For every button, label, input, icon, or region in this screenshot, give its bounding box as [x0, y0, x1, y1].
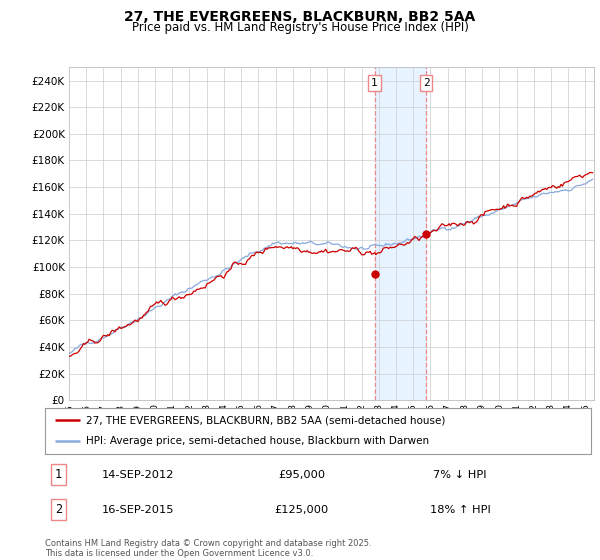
Text: 1: 1 — [55, 468, 62, 481]
Text: 14-SEP-2012: 14-SEP-2012 — [101, 470, 174, 479]
Text: 18% ↑ HPI: 18% ↑ HPI — [430, 505, 490, 515]
Bar — [374, 67, 426, 400]
Text: Contains HM Land Registry data © Crown copyright and database right 2025.
This d: Contains HM Land Registry data © Crown c… — [45, 539, 371, 558]
Text: 7% ↓ HPI: 7% ↓ HPI — [433, 470, 487, 479]
Text: HPI: Average price, semi-detached house, Blackburn with Darwen: HPI: Average price, semi-detached house,… — [86, 436, 429, 446]
Text: 27, THE EVERGREENS, BLACKBURN, BB2 5AA (semi-detached house): 27, THE EVERGREENS, BLACKBURN, BB2 5AA (… — [86, 415, 445, 425]
Text: 27, THE EVERGREENS, BLACKBURN, BB2 5AA: 27, THE EVERGREENS, BLACKBURN, BB2 5AA — [124, 10, 476, 24]
Text: £125,000: £125,000 — [274, 505, 329, 515]
Text: 2: 2 — [423, 78, 430, 88]
Text: £95,000: £95,000 — [278, 470, 325, 479]
Text: 16-SEP-2015: 16-SEP-2015 — [101, 505, 174, 515]
Text: Price paid vs. HM Land Registry's House Price Index (HPI): Price paid vs. HM Land Registry's House … — [131, 21, 469, 34]
Text: 1: 1 — [371, 78, 378, 88]
Text: 2: 2 — [55, 503, 62, 516]
